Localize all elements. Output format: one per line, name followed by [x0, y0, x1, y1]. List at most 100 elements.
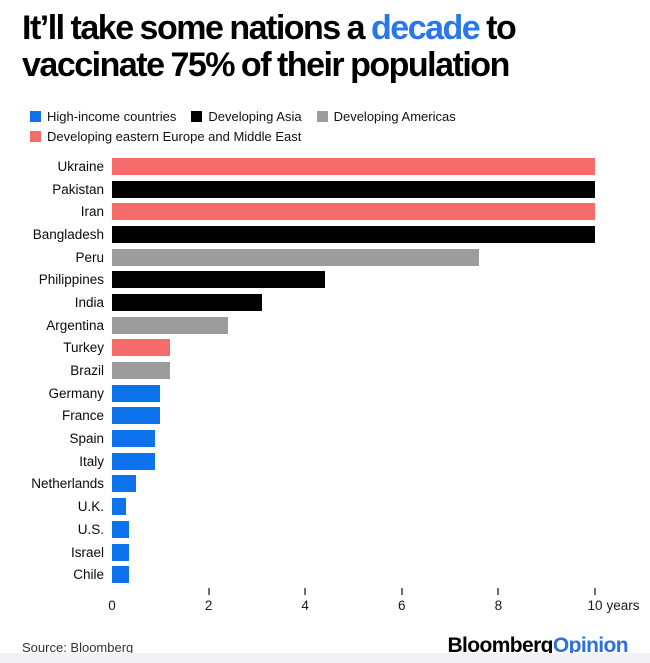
x-axis: 0 2 4 6 8 10 years [108, 586, 640, 618]
source-note: Source: Bloomberg [22, 640, 134, 656]
bar-track [112, 293, 595, 311]
bar-track [112, 339, 595, 357]
row-label: Spain [69, 431, 104, 447]
axis-tick-value: 0 [108, 598, 116, 614]
row-label: U.K. [77, 499, 104, 515]
chart-row: Italy [0, 450, 650, 473]
legend-label: Developing eastern Europe and Middle Eas… [47, 128, 302, 144]
bar-track [112, 430, 595, 448]
bar-track [112, 407, 595, 425]
axis-tick-label: 10 years [587, 598, 639, 614]
chart-row: Chile [0, 563, 650, 586]
chart-row: Pakistan [0, 178, 650, 201]
legend-item-developing_asia: Developing Asia [191, 108, 302, 124]
page-title: It’ll take some nations a decade to vacc… [22, 10, 632, 84]
axis-tick-label: 0 [108, 598, 116, 613]
bar-track [112, 157, 595, 175]
title-highlight: decade [371, 9, 481, 47]
bar-developing_americas [112, 362, 170, 380]
bar-track [112, 225, 595, 243]
bar-high_income [112, 452, 156, 470]
bar-track [112, 543, 595, 561]
axis-tick [207, 588, 210, 596]
bar-developing_eeme [112, 203, 595, 221]
bar-track [112, 498, 595, 516]
legend-item-developing_eeme: Developing eastern Europe and Middle Eas… [30, 128, 301, 144]
axis-tick-label: 6 [398, 598, 406, 613]
chart-row: U.K. [0, 495, 650, 518]
legend-swatch-developing_eeme [30, 130, 41, 142]
chart-row: Iran [0, 200, 650, 223]
legend-label: Developing Asia [208, 108, 302, 124]
axis-tick [497, 588, 500, 596]
legend-swatch-high_income [30, 110, 41, 122]
bar-developing_asia [112, 225, 595, 243]
legend: High-income countries Developing Asia Deve… [30, 108, 640, 144]
chart-row: France [0, 405, 650, 428]
chart-row: Ukraine [0, 155, 650, 178]
bar-high_income [112, 520, 129, 538]
row-label: Philippines [38, 272, 104, 288]
bar-track [112, 384, 595, 402]
footer: Source: Bloomberg BloombergOpinion [22, 634, 629, 658]
legend-label: High-income countries [47, 108, 177, 124]
row-label: Ukraine [57, 158, 104, 174]
bar-track [112, 180, 595, 198]
bar-track [112, 475, 595, 493]
legend-swatch-developing_americas [316, 110, 328, 122]
chart-row: Spain [0, 427, 650, 450]
legend-item-developing_americas: Developing Americas [316, 108, 456, 124]
axis-tick-label: 2 [205, 598, 213, 613]
axis-tick-value: 4 [301, 598, 309, 614]
bar-high_income [112, 430, 156, 448]
legend-item-high_income: High-income countries [30, 108, 176, 124]
row-label: India [74, 294, 104, 310]
bar-developing_eeme [112, 157, 595, 175]
bar-high_income [112, 498, 127, 516]
bloomberg-opinion-logo: BloombergOpinion [447, 634, 628, 658]
logo-opinion: Opinion [552, 634, 629, 658]
bar-track [112, 566, 595, 584]
chart-row: India [0, 291, 650, 314]
row-label: Italy [79, 453, 104, 469]
axis-tick-value: 8 [494, 598, 503, 614]
bar-developing_eeme [112, 339, 170, 357]
row-label: Brazil [70, 363, 104, 379]
title-text-after: to vaccinate 75% of their population [22, 9, 517, 84]
bar-track [112, 362, 595, 380]
bar-developing_americas [112, 316, 228, 334]
bar-track [112, 316, 595, 334]
bottom-border-strip [0, 653, 650, 663]
bar-high_income [112, 566, 129, 584]
bar-high_income [112, 384, 161, 402]
chart-row: Argentina [0, 314, 650, 337]
chart-row: Israel [0, 541, 650, 564]
logo-bloomberg: Bloomberg [447, 634, 553, 658]
axis-tick-label: 4 [301, 598, 309, 613]
legend-swatch-developing_asia [191, 110, 203, 122]
axis-unit-label: years [606, 598, 640, 614]
bar-track [112, 452, 595, 470]
bar-high_income [112, 543, 129, 561]
chart-row: Netherlands [0, 473, 650, 496]
chart-row: Germany [0, 382, 650, 405]
bar-track [112, 248, 595, 266]
title-text: It’ll take some nations a [22, 9, 372, 47]
row-label: Turkey [63, 340, 104, 356]
chart-row: Brazil [0, 359, 650, 382]
bar-chart: Ukraine Pakistan Iran Bangladesh Peru Philipp… [0, 155, 650, 586]
bar-high_income [112, 407, 161, 425]
row-label: Bangladesh [32, 226, 104, 242]
row-label: Pakistan [52, 181, 104, 197]
row-label: Peru [75, 249, 104, 265]
row-label: Germany [48, 385, 104, 401]
row-label: France [61, 408, 104, 424]
bar-track [112, 203, 595, 221]
row-label: U.S. [77, 521, 104, 537]
row-label: Israel [70, 544, 104, 560]
bar-track [112, 271, 595, 289]
bar-track [112, 520, 595, 538]
axis-tick-value: 10 [587, 598, 603, 614]
chart-row: Philippines [0, 268, 650, 291]
